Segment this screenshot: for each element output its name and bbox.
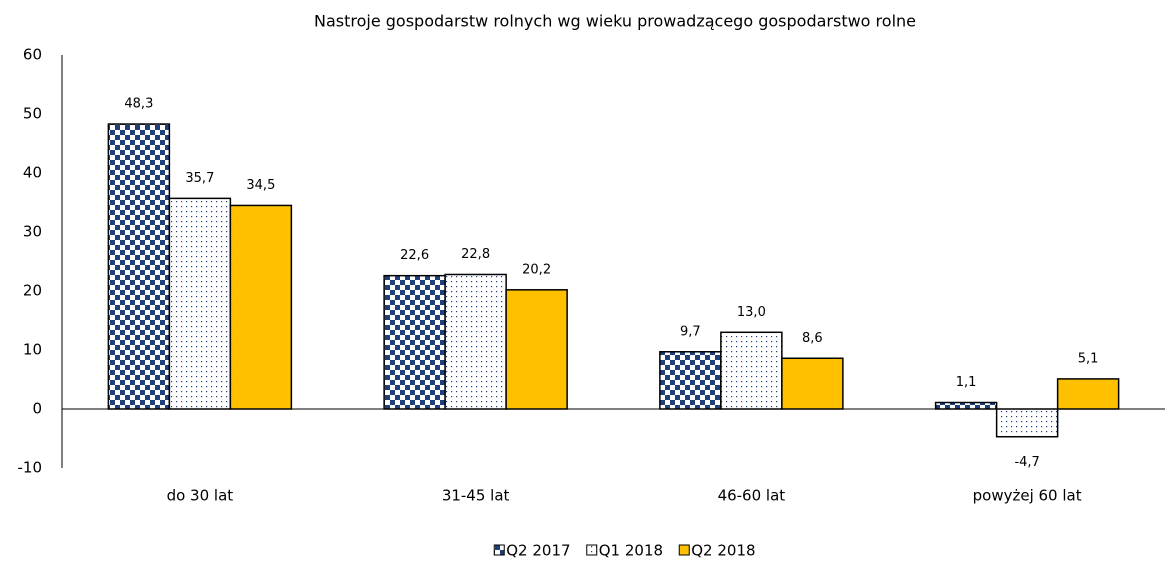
y-tick-label: 10 — [23, 341, 42, 359]
bar — [505, 289, 568, 410]
value-label: 22,8 — [461, 247, 490, 262]
y-tick-label: -10 — [18, 459, 43, 477]
legend-swatch — [586, 544, 598, 556]
value-label: 5,1 — [1078, 351, 1099, 366]
value-label: 20,2 — [522, 262, 551, 277]
x-tick-label: do 30 lat — [167, 487, 234, 505]
y-tick-label: 60 — [23, 46, 42, 64]
bar — [383, 274, 446, 410]
value-label: 48,3 — [124, 97, 153, 112]
legend-swatch — [678, 544, 690, 556]
x-tick-label: 31-45 lat — [442, 487, 510, 505]
bar — [720, 331, 783, 410]
x-tick-label: 46-60 lat — [718, 487, 786, 505]
bar — [995, 408, 1059, 438]
bar — [168, 197, 232, 410]
y-tick-label: 0 — [32, 400, 42, 418]
bar — [659, 351, 722, 410]
bar — [229, 204, 293, 410]
legend-label: Q2 2018 — [691, 542, 755, 560]
legend-label: Q1 2018 — [599, 542, 663, 560]
value-label: 34,5 — [246, 178, 275, 193]
x-tick-label: powyżej 60 lat — [973, 487, 1082, 505]
bar — [781, 357, 844, 410]
bar — [444, 273, 507, 410]
value-label: 8,6 — [802, 331, 823, 346]
value-label: -4,7 — [1014, 455, 1039, 470]
bar — [107, 123, 171, 410]
value-label: 22,6 — [400, 248, 429, 263]
chart-title: Nastroje gospodarstw rolnych wg wieku pr… — [314, 12, 916, 31]
value-label: 13,0 — [737, 305, 766, 320]
y-tick-label: 50 — [23, 105, 42, 123]
value-label: 1,1 — [956, 375, 977, 390]
value-label: 9,7 — [680, 324, 701, 339]
value-label: 35,7 — [185, 171, 214, 186]
y-tick-label: 30 — [23, 223, 42, 241]
y-tick-label: 20 — [23, 282, 42, 300]
legend-swatch — [493, 544, 505, 556]
bar — [934, 401, 998, 410]
bar — [1056, 378, 1120, 410]
y-tick-label: 40 — [23, 164, 42, 182]
legend-label: Q2 2017 — [506, 542, 570, 560]
